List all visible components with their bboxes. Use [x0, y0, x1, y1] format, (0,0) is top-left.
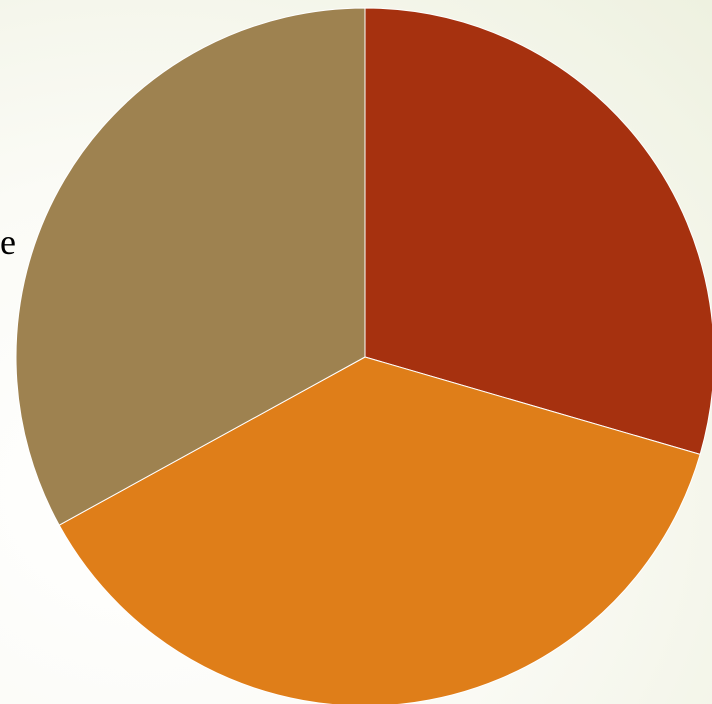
- pie-slice-1: [364, 7, 712, 455]
- pie-slice-3: [15, 7, 366, 526]
- partial-side-text: e: [0, 222, 16, 262]
